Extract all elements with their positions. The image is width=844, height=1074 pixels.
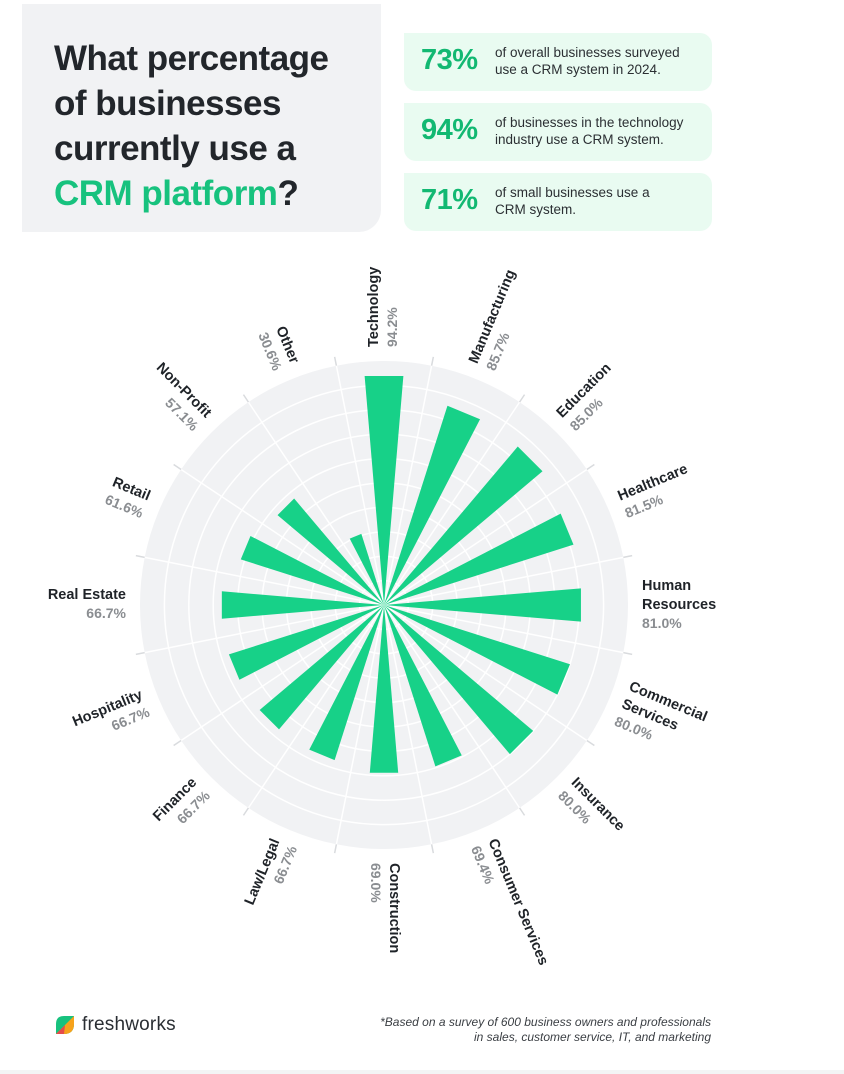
grid-spoke-tick — [587, 464, 594, 469]
category-label: Resources — [642, 597, 716, 613]
grid-spoke-tick — [520, 395, 525, 402]
stat-description: of overall businesses surveyed use a CRM… — [495, 44, 707, 78]
category-label: Consumer Services — [485, 836, 552, 967]
footnote-line: *Based on a survey of 600 business owner… — [331, 1015, 711, 1030]
value-label: 81.0% — [642, 615, 682, 631]
page-title: What percentage of businesses currently … — [54, 36, 374, 216]
stat-description: of businesses in the technology industry… — [495, 114, 707, 148]
title-line-2: of businesses — [54, 81, 374, 126]
stat-value: 94% — [421, 114, 478, 147]
grid-spoke-tick — [335, 844, 337, 853]
grid-spoke-tick — [587, 741, 594, 746]
freshworks-logo-icon — [54, 1014, 76, 1036]
stat-value: 73% — [421, 44, 478, 77]
grid-spoke-tick — [432, 357, 434, 366]
stat-description-line: CRM system. — [495, 201, 707, 218]
title-line-3: currently use a — [54, 126, 374, 171]
grid-spoke-tick — [174, 741, 181, 746]
category-label: Technology — [366, 267, 382, 347]
category-label: Construction — [386, 863, 402, 953]
grid-spoke-tick — [243, 395, 248, 402]
stat-description: of small businesses use a CRM system. — [495, 184, 707, 218]
logo-text: freshworks — [82, 1014, 176, 1036]
footnote: *Based on a survey of 600 business owner… — [331, 1015, 711, 1045]
footnote-line: in sales, customer service, IT, and mark… — [331, 1030, 711, 1045]
stat-description-line: industry use a CRM system. — [495, 131, 707, 148]
grid-spoke-tick — [243, 808, 248, 815]
grid-spoke-tick — [136, 653, 145, 655]
stat-description-line: of overall businesses surveyed — [495, 44, 707, 61]
stat-value: 71% — [421, 184, 478, 217]
grid-spoke-tick — [335, 357, 337, 366]
category-label: Real Estate — [48, 587, 126, 603]
freshworks-logo: freshworks — [54, 1014, 176, 1036]
category-label-group: Technology 94.2% — [366, 267, 400, 347]
grid-spoke-tick — [520, 808, 525, 815]
stat-description-line: use a CRM system in 2024. — [495, 61, 707, 78]
title-line-1: What percentage — [54, 36, 374, 81]
bottom-strip — [0, 1070, 844, 1074]
title-line-4: CRM platform? — [54, 171, 374, 216]
title-accent: CRM platform — [54, 174, 277, 213]
grid-spoke-tick — [136, 556, 145, 558]
stat-description-line: of businesses in the technology — [495, 114, 707, 131]
value-label: 66.7% — [86, 605, 126, 621]
value-label: 69.0% — [368, 863, 384, 903]
grid-spoke-tick — [623, 653, 632, 655]
stat-card-overall: 73% of overall businesses surveyed use a… — [404, 33, 712, 91]
grid-spoke-tick — [623, 556, 632, 558]
title-question-mark: ? — [277, 174, 298, 213]
grid-spoke-tick — [432, 844, 434, 853]
category-label-group: Real Estate 66.7% — [48, 587, 127, 621]
category-label-group: Human Resources 81.0% — [642, 578, 716, 631]
value-label: 94.2% — [384, 307, 400, 347]
stat-description-line: of small businesses use a — [495, 184, 707, 201]
grid-spoke-tick — [174, 464, 181, 469]
category-label: Human — [642, 578, 691, 594]
stat-card-small-business: 71% of small businesses use a CRM system… — [404, 173, 712, 231]
stat-card-technology: 94% of businesses in the technology indu… — [404, 103, 712, 161]
